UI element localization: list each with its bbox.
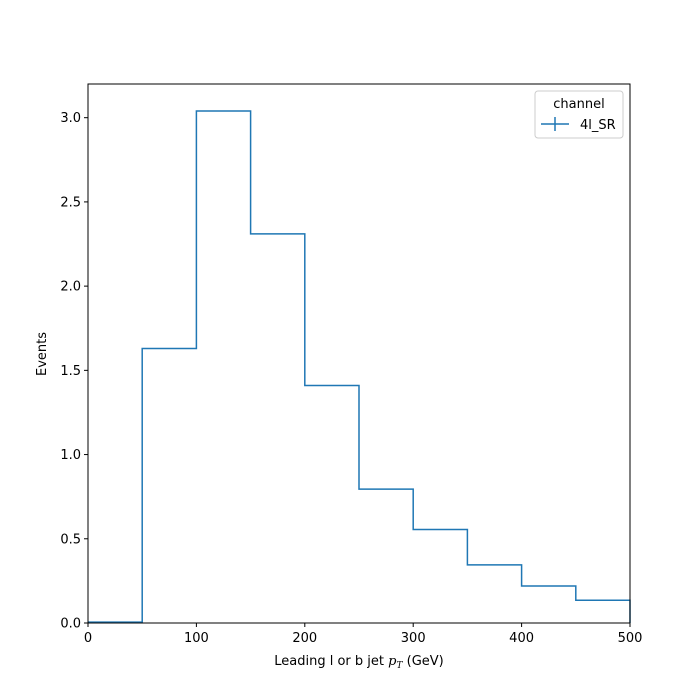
y-tick-label: 2.0 (60, 280, 81, 295)
legend-box (534, 90, 624, 139)
legend-title: channel (553, 97, 604, 112)
series-step-line (88, 110, 631, 623)
x-tick-label: 200 (292, 631, 317, 646)
x-tick-label: 500 (618, 631, 643, 646)
legend-series-label: 4l_SR (580, 118, 616, 133)
x-tick-label: 300 (401, 631, 426, 646)
y-tick-label: 1.5 (60, 364, 81, 379)
y-tick-label: 1.0 (60, 448, 81, 463)
series-layer (88, 110, 631, 623)
x-axis-ticks: 0 100 200 300 400 500 (84, 623, 643, 646)
y-axis-label: Events (35, 332, 50, 376)
y-axis-ticks: 0.0 0.5 1.0 1.5 2.0 2.5 3.0 (60, 111, 88, 632)
y-tick-label: 2.5 (60, 195, 81, 210)
x-axis-label: Leading l or b jet pT (GeV) (274, 654, 443, 671)
legend: channel 4l_SR (534, 90, 624, 139)
y-tick-label: 3.0 (60, 111, 81, 126)
x-tick-label: 0 (84, 631, 92, 646)
y-tick-label: 0.5 (60, 532, 81, 547)
plot-frame (87, 83, 631, 624)
x-tick-label: 100 (184, 631, 209, 646)
x-tick-label: 400 (509, 631, 534, 646)
y-tick-label: 0.0 (60, 617, 81, 632)
